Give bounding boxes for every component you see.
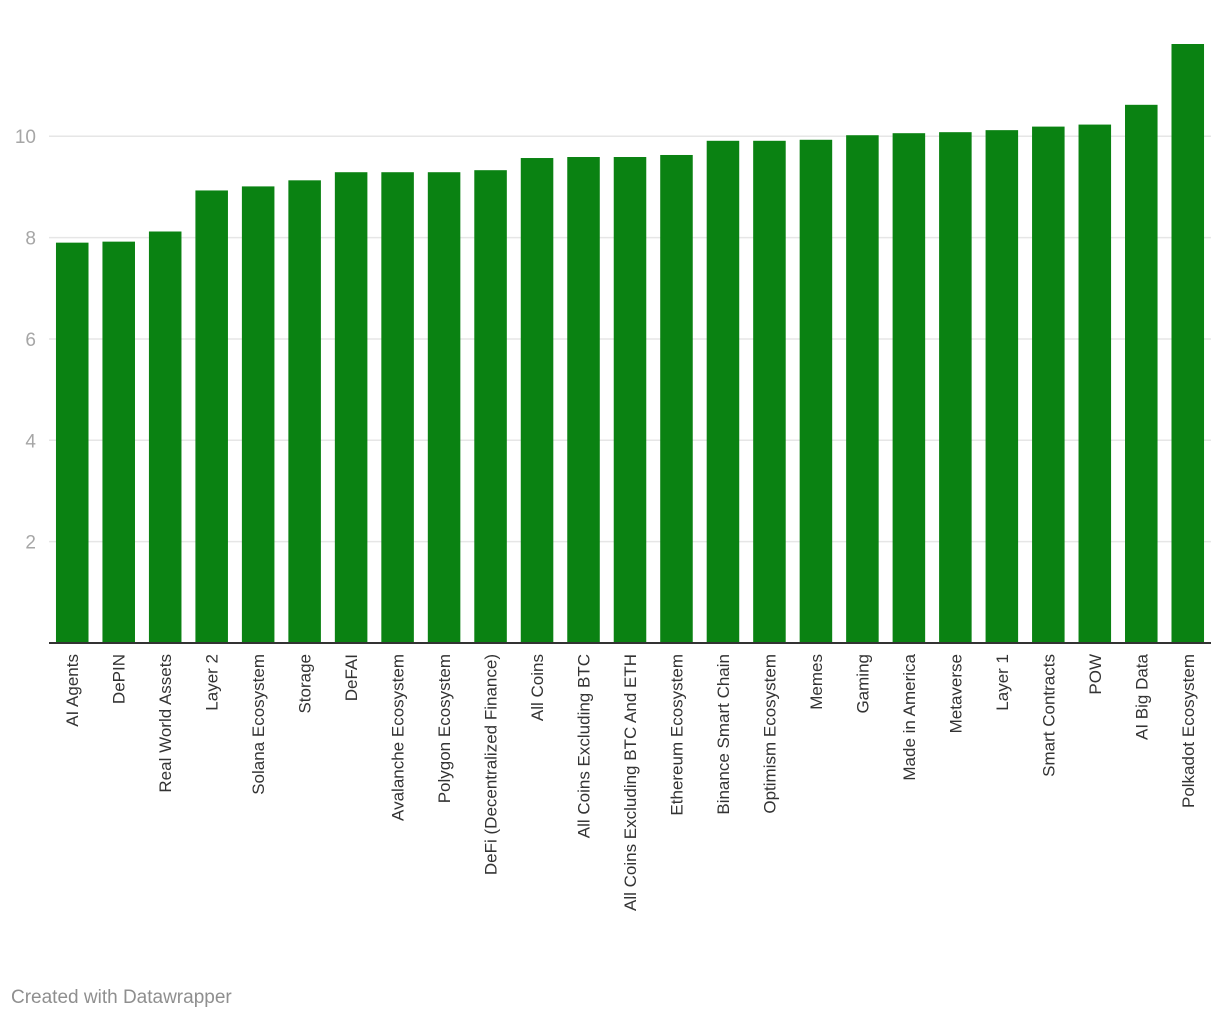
bar <box>381 172 414 644</box>
bar <box>288 180 321 643</box>
bar <box>706 140 740 643</box>
x-category-label: Layer 2 <box>203 654 222 711</box>
x-category-label: Optimism Ecosystem <box>760 654 779 814</box>
x-category-label: Binance Smart Chain <box>714 654 733 815</box>
x-category-label: POW <box>1086 654 1105 695</box>
bar <box>985 130 1019 644</box>
bar <box>799 139 833 644</box>
x-category-label: Storage <box>296 654 315 714</box>
bar <box>520 158 554 644</box>
x-category-label: DePIN <box>110 654 129 704</box>
x-axis-labels: AI Agents DePIN Real World Assets Layer 2 So… <box>63 653 1198 911</box>
x-category-label: Real World Assets <box>156 654 175 793</box>
bar <box>55 242 89 643</box>
x-category-label: Layer 1 <box>993 654 1012 711</box>
x-category-label: DeFAI <box>342 654 361 701</box>
x-category-label: DeFi (Decentralized Finance) <box>482 654 501 875</box>
bar <box>567 157 600 643</box>
bar <box>474 170 507 643</box>
x-category-label: AI Big Data <box>1132 653 1151 740</box>
bar <box>334 172 368 644</box>
bar <box>846 135 879 644</box>
bar <box>892 133 926 643</box>
bar <box>1078 124 1112 643</box>
y-tick-label: 4 <box>25 431 36 452</box>
y-tick-label: 6 <box>25 330 36 351</box>
bar <box>939 132 972 643</box>
x-category-label: Polygon Ecosystem <box>435 654 454 803</box>
x-category-label: Avalanche Ecosystem <box>389 654 408 821</box>
x-category-label: Made in America <box>900 653 919 780</box>
bar <box>613 157 647 643</box>
x-category-label: All Coins Excluding BTC <box>575 654 594 838</box>
y-tick-label: 2 <box>25 533 36 554</box>
bars <box>55 44 1205 644</box>
y-axis-ticks: 2 4 6 8 10 <box>15 127 37 553</box>
bar <box>427 172 461 644</box>
bar <box>241 186 275 643</box>
x-category-label: Memes <box>807 654 826 710</box>
credit-text: Created with Datawrapper <box>11 987 232 1008</box>
bar <box>1125 104 1158 643</box>
bar <box>148 231 182 644</box>
bar <box>195 190 228 644</box>
x-category-label: Metaverse <box>946 654 965 733</box>
x-category-label: Polkadot Ecosystem <box>1179 654 1198 808</box>
x-category-label: All Coins <box>528 654 547 721</box>
y-tick-label: 8 <box>25 229 36 250</box>
x-category-label: AI Agents <box>63 654 82 727</box>
bar <box>1032 126 1065 644</box>
x-category-label: Solana Ecosystem <box>249 654 268 795</box>
bar <box>660 154 693 643</box>
bar <box>102 241 135 643</box>
bar <box>753 140 786 643</box>
x-category-label: Gaming <box>853 654 872 714</box>
x-category-label: Ethereum Ecosystem <box>667 654 686 816</box>
y-tick-label: 10 <box>15 127 36 148</box>
x-category-label: All Coins Excluding BTC And ETH <box>621 654 640 911</box>
x-category-label: Smart Contracts <box>1039 654 1058 777</box>
bar <box>1171 44 1205 643</box>
